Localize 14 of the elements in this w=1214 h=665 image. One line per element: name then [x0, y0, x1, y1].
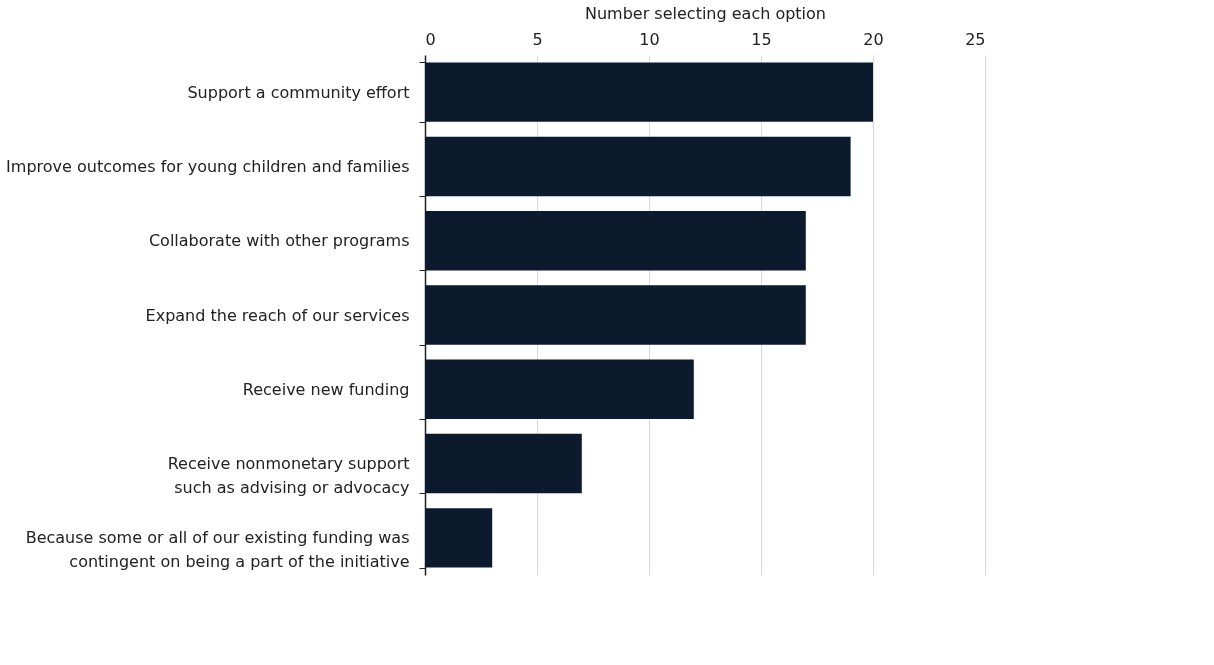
x-tick-label: 5: [532, 29, 543, 49]
x-axis-title: Number selecting each option: [585, 3, 826, 23]
x-tick-label: 10: [639, 29, 660, 49]
y-tick-label: Expand the reach of our services: [145, 305, 410, 325]
y-tick-label: Collaborate with other programs: [148, 231, 410, 251]
y-tick-label: Receive new funding: [242, 379, 410, 399]
y-tick-label: Because some or all of our existing funding was contingent on being a part of the initiative: [25, 528, 410, 572]
x-tick-label: 25: [965, 29, 986, 49]
x-tick-label: 0: [425, 29, 436, 49]
y-tick-label: Improve outcomes for young children and families: [6, 156, 410, 176]
y-tick-label: Receive nonmonetary support such as advising or advocacy: [167, 454, 410, 498]
y-tick-label: Support a community effort: [187, 82, 410, 102]
x-tick-label: 20: [863, 29, 884, 49]
x-tick-label: 15: [751, 29, 772, 49]
